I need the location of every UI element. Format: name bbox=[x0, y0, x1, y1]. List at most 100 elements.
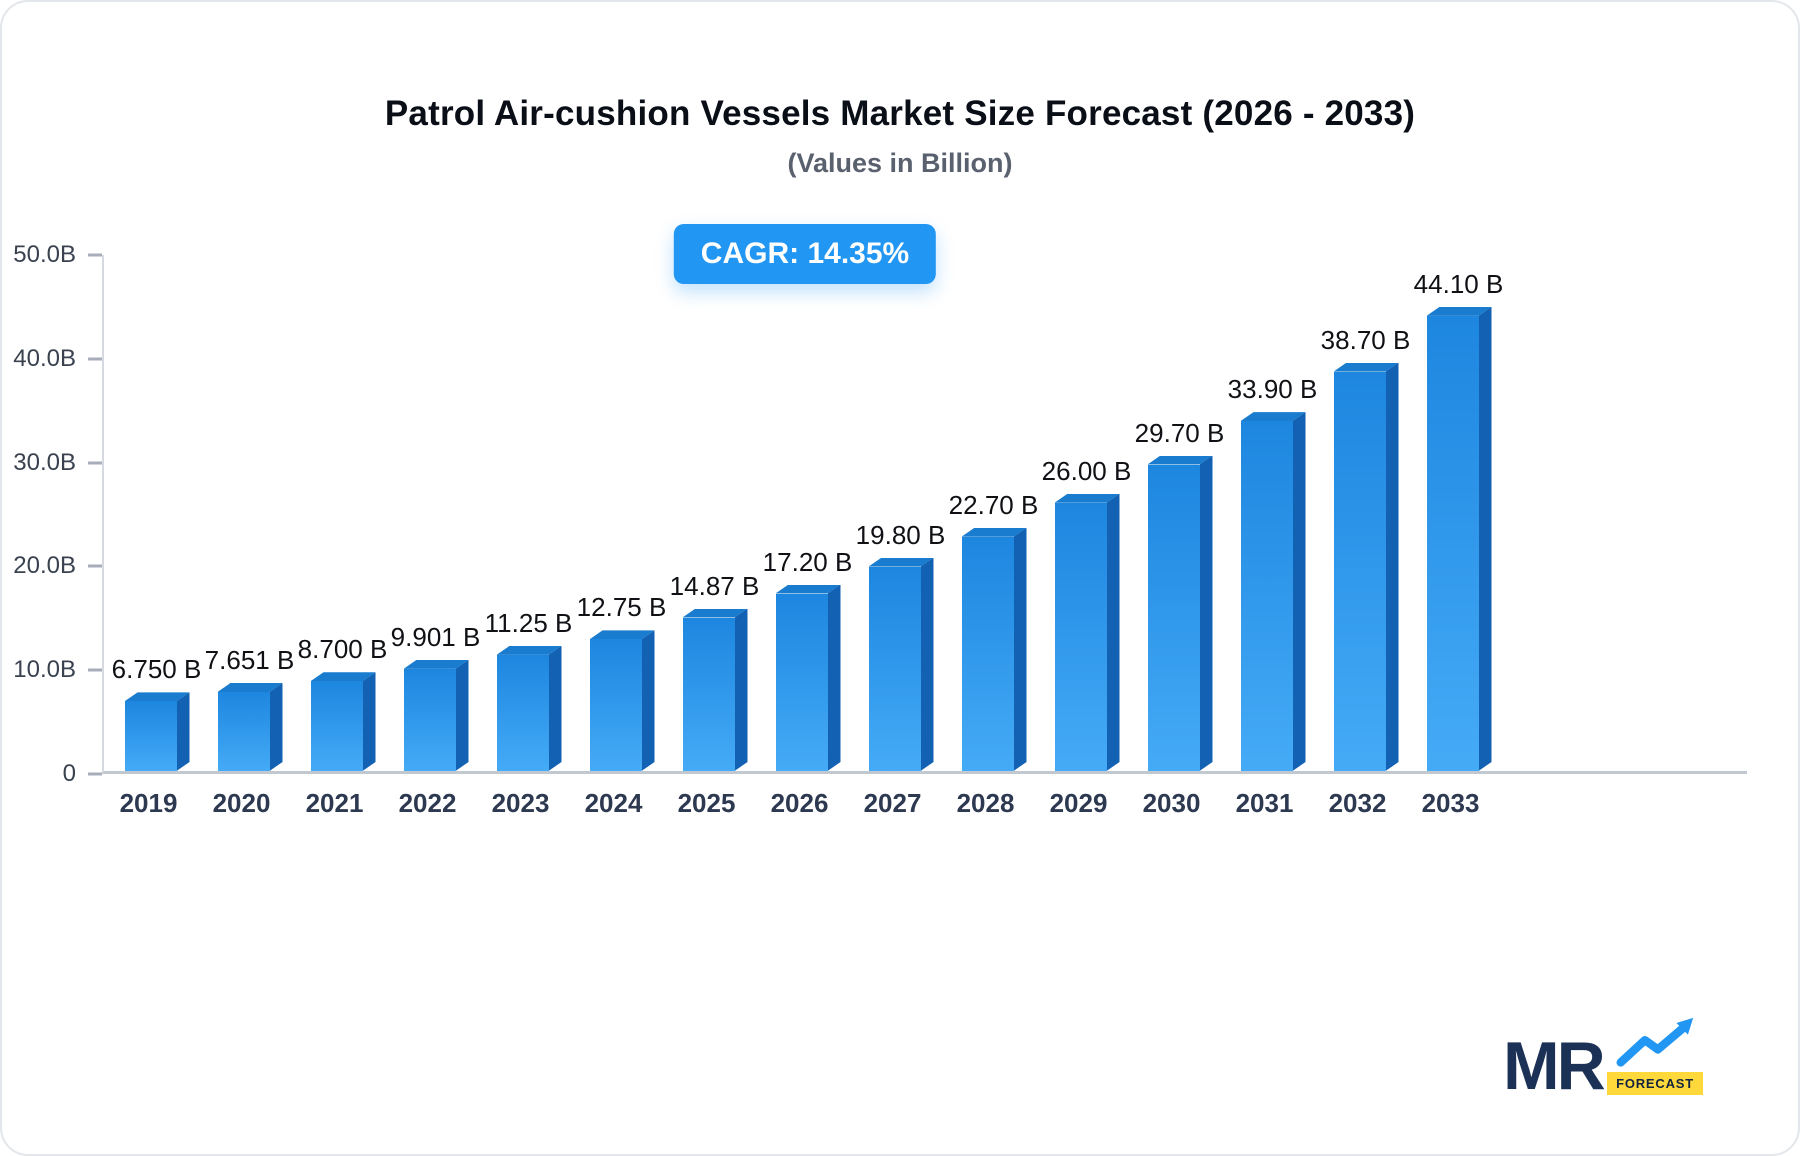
bar-top-face bbox=[961, 527, 1027, 537]
bar-column: 19.80 B bbox=[848, 255, 945, 771]
bar: 29.70 B bbox=[1135, 418, 1224, 771]
chart-title: Patrol Air-cushion Vessels Market Size F… bbox=[384, 94, 1416, 133]
bar-top-face bbox=[868, 557, 934, 567]
bar-top-face bbox=[1147, 455, 1213, 465]
logo-forecast-badge: FORECAST bbox=[1607, 1072, 1703, 1095]
bar: 38.70 B bbox=[1321, 325, 1410, 771]
bar-side-face bbox=[363, 672, 376, 771]
bar-column: 29.70 B bbox=[1127, 255, 1224, 771]
bar-column: 8.700 B bbox=[290, 255, 387, 771]
bar-column: 38.70 B bbox=[1313, 255, 1410, 771]
bar-top-face bbox=[403, 659, 469, 669]
bar: 7.651 B bbox=[205, 645, 294, 771]
x-axis: 2019 2020 2021 2022 2023 2024 2025 2026 2027 2028… bbox=[102, 788, 1497, 819]
brand-logo: MR FORECAST bbox=[1503, 1017, 1703, 1105]
bar-column: 12.75 B bbox=[569, 255, 666, 771]
bar-value-label: 19.80 B bbox=[855, 519, 946, 550]
bar-side-face bbox=[549, 646, 562, 771]
y-axis-tick bbox=[88, 253, 102, 257]
x-axis-label: 2032 bbox=[1328, 788, 1387, 818]
bar: 26.00 B bbox=[1042, 456, 1131, 771]
bar-side-face bbox=[1479, 307, 1492, 771]
x-axis-label: 2019 bbox=[119, 788, 178, 818]
bar-value-label: 33.90 B bbox=[1227, 374, 1318, 405]
bar-value-label: 6.750 B bbox=[111, 654, 202, 685]
y-axis-tick bbox=[88, 564, 102, 568]
bar-side-face bbox=[642, 630, 655, 771]
bar-top-face bbox=[124, 692, 190, 702]
bar-value-label: 38.70 B bbox=[1320, 324, 1411, 355]
bar-column: 9.901 B bbox=[383, 255, 480, 771]
bar-value-label: 44.10 B bbox=[1413, 268, 1504, 299]
logo-arrow-icon bbox=[1616, 1017, 1694, 1067]
bar-column: 26.00 B bbox=[1034, 255, 1131, 771]
x-axis-label: 2024 bbox=[584, 788, 643, 818]
bar-column: 44.10 B bbox=[1406, 255, 1503, 771]
bar-side-face bbox=[1014, 528, 1027, 771]
bar-top-face bbox=[496, 645, 562, 655]
y-axis-label: 0 bbox=[62, 760, 76, 787]
bar-value-label: 11.25 B bbox=[484, 607, 573, 638]
bar-value-label: 29.70 B bbox=[1134, 417, 1225, 448]
logo-text: MR bbox=[1503, 1028, 1606, 1105]
bar-side-face bbox=[921, 558, 934, 771]
bar-side-face bbox=[177, 692, 190, 771]
x-axis-label: 2031 bbox=[1235, 788, 1294, 818]
y-axis-label: 20.0B bbox=[13, 552, 76, 580]
y-axis-label: 40.0B bbox=[13, 344, 76, 372]
bar-top-face bbox=[1054, 493, 1120, 503]
bar-top-face bbox=[1240, 412, 1306, 422]
bar: 14.87 B bbox=[670, 571, 759, 771]
y-axis-tick bbox=[88, 461, 102, 465]
bar-top-face bbox=[1333, 362, 1399, 372]
x-axis-label: 2033 bbox=[1421, 788, 1480, 818]
bar-top-face bbox=[775, 584, 841, 594]
bar: 22.70 B bbox=[949, 490, 1038, 771]
bar-value-label: 14.87 B bbox=[669, 570, 760, 601]
bar-side-face bbox=[735, 609, 748, 771]
bar-side-face bbox=[828, 585, 841, 772]
bar-column: 17.20 B bbox=[755, 255, 852, 771]
x-axis-label: 2030 bbox=[1142, 788, 1201, 818]
bar-side-face bbox=[456, 660, 469, 771]
bar: 8.700 B bbox=[298, 634, 387, 771]
bar-top-face bbox=[217, 683, 283, 693]
y-axis-label: 30.0B bbox=[13, 448, 76, 476]
x-axis-label: 2026 bbox=[770, 788, 829, 818]
bar-value-label: 8.700 B bbox=[297, 634, 388, 665]
bar-top-face bbox=[310, 672, 376, 682]
cagr-badge: CAGR: 14.35% bbox=[673, 224, 937, 284]
x-axis-label: 2023 bbox=[491, 788, 550, 818]
bar: 6.750 B bbox=[112, 654, 201, 771]
bar-value-label: 7.651 B bbox=[204, 645, 295, 676]
y-axis-label: 50.0B bbox=[13, 241, 76, 268]
bar-column: 14.87 B bbox=[662, 255, 759, 771]
x-axis-label: 2027 bbox=[863, 788, 922, 818]
bar-side-face bbox=[1386, 363, 1399, 771]
bar: 17.20 B bbox=[763, 547, 852, 771]
x-axis-label: 2025 bbox=[677, 788, 736, 818]
y-axis: 50.0B 40.0B 30.0B 20.0B 10.0B 0 bbox=[2, 241, 102, 787]
bar-top-face bbox=[682, 608, 748, 618]
x-axis-label: 2022 bbox=[398, 788, 457, 818]
bar: 33.90 B bbox=[1228, 374, 1317, 771]
bar-value-label: 9.901 B bbox=[390, 621, 481, 652]
bar-top-face bbox=[589, 630, 655, 640]
bar-side-face bbox=[270, 683, 283, 771]
x-axis-label: 2028 bbox=[956, 788, 1015, 818]
x-axis-label: 2029 bbox=[1049, 788, 1108, 818]
bar: 44.10 B bbox=[1414, 269, 1503, 771]
x-axis-label: 2021 bbox=[305, 788, 364, 818]
bar: 9.901 B bbox=[391, 622, 480, 771]
y-axis-tick bbox=[88, 668, 102, 672]
bars-area: 6.750 B 7.651 B 8.700 B 9.901 B 11.25 B 12.75… bbox=[104, 255, 1503, 771]
bar: 12.75 B bbox=[577, 592, 666, 771]
bar-column: 33.90 B bbox=[1220, 255, 1317, 771]
bar-value-label: 17.20 B bbox=[762, 546, 853, 577]
bar-top-face bbox=[1426, 306, 1492, 316]
bar-value-label: 12.75 B bbox=[576, 592, 667, 623]
bar-side-face bbox=[1293, 412, 1306, 771]
bar-column: 22.70 B bbox=[941, 255, 1038, 771]
y-axis-tick bbox=[88, 357, 102, 361]
